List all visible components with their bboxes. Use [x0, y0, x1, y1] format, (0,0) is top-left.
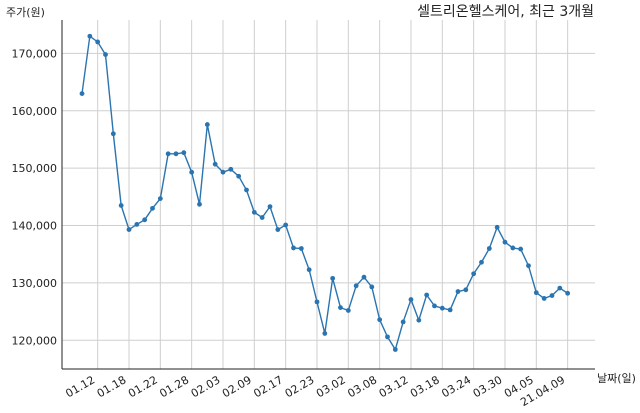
data-point	[330, 275, 336, 281]
data-point	[565, 290, 571, 296]
data-point	[408, 297, 414, 302]
data-point	[259, 215, 265, 220]
data-point	[283, 222, 289, 228]
x-tick-label: 01.28	[157, 373, 191, 400]
data-point	[345, 308, 351, 313]
data-point	[306, 267, 312, 273]
data-point	[533, 290, 539, 296]
x-tick-label: 02.03	[189, 373, 223, 400]
data-point	[204, 122, 210, 127]
data-point	[173, 151, 179, 157]
data-point	[150, 205, 155, 211]
data-point	[165, 151, 171, 157]
x-tick-label: 02.09	[220, 373, 254, 400]
data-point	[502, 239, 508, 245]
data-point	[557, 285, 563, 291]
x-tick-label: 01.12	[63, 373, 97, 400]
data-point	[338, 305, 343, 311]
data-point	[432, 303, 437, 309]
data-point	[361, 274, 367, 280]
data-points	[79, 33, 571, 352]
data-point	[369, 284, 375, 290]
data-point	[439, 305, 445, 311]
y-tick-label: 160,000	[12, 105, 58, 118]
data-point	[142, 217, 148, 223]
data-point	[251, 209, 257, 215]
y-tick-label: 120,000	[12, 334, 58, 347]
data-point	[471, 271, 477, 277]
x-tick-label: 03.30	[471, 373, 505, 400]
data-point	[510, 245, 516, 251]
data-point	[244, 187, 249, 193]
x-tick-label: 03.18	[408, 373, 442, 400]
data-point	[416, 317, 422, 323]
data-point	[189, 169, 195, 175]
x-tick-label: 03.12	[377, 373, 411, 400]
data-point	[212, 161, 218, 167]
data-point	[267, 204, 273, 210]
data-point	[322, 331, 328, 336]
data-point	[275, 227, 281, 232]
data-point	[228, 166, 234, 172]
x-axis-label: 날짜(일)	[597, 371, 636, 385]
data-point	[220, 169, 226, 175]
x-tick-label: 01.22	[126, 373, 160, 400]
data-point	[157, 196, 163, 201]
data-point	[79, 91, 85, 96]
data-point	[353, 283, 359, 289]
data-point	[181, 150, 187, 156]
data-point	[103, 52, 108, 57]
x-tick-label: 02.17	[251, 373, 285, 400]
x-tick-label: 03.08	[345, 373, 379, 400]
data-point	[298, 246, 304, 251]
data-point	[392, 347, 398, 352]
x-tick-label: 02.23	[283, 373, 317, 400]
data-point	[549, 293, 555, 298]
chart-title: 셀트리온헬스케어, 최근 3개월	[417, 4, 594, 20]
data-point	[314, 299, 320, 305]
y-tick-label: 140,000	[12, 220, 58, 233]
y-tick-label: 170,000	[12, 47, 58, 60]
axes	[61, 20, 595, 370]
data-point	[110, 131, 116, 137]
data-point	[87, 33, 93, 39]
data-point	[447, 307, 453, 313]
y-tick-label: 150,000	[12, 162, 58, 175]
data-point	[126, 227, 132, 232]
y-tick-labels: 120,000 130,000 140,000 150,000 160,000 170,0…	[12, 47, 58, 347]
data-point	[197, 201, 202, 207]
x-tick-label: 03.02	[314, 373, 348, 400]
data-point	[541, 296, 547, 301]
data-point	[291, 245, 296, 251]
data-point	[455, 289, 461, 294]
series-line	[81, 34, 569, 352]
data-point	[118, 203, 124, 208]
grid	[62, 20, 595, 369]
data-point	[377, 317, 383, 323]
data-point	[95, 39, 101, 45]
x-tick-labels: 01.1201.1801.2201.2802.0302.0902.1702.23…	[63, 373, 567, 409]
x-tick-label: 03.24	[439, 373, 473, 400]
data-point	[486, 246, 492, 251]
data-point	[494, 224, 500, 230]
y-tick-label: 130,000	[12, 277, 58, 290]
y-axis-label: 주가(원)	[6, 6, 45, 19]
data-point	[518, 246, 524, 252]
data-point	[134, 222, 140, 227]
data-point	[526, 263, 531, 269]
data-point	[463, 287, 469, 293]
data-point	[479, 259, 484, 265]
x-tick-label: 01.18	[95, 373, 129, 400]
data-point	[400, 319, 406, 325]
data-point	[385, 334, 390, 340]
data-point	[236, 173, 242, 179]
data-point	[424, 292, 430, 298]
